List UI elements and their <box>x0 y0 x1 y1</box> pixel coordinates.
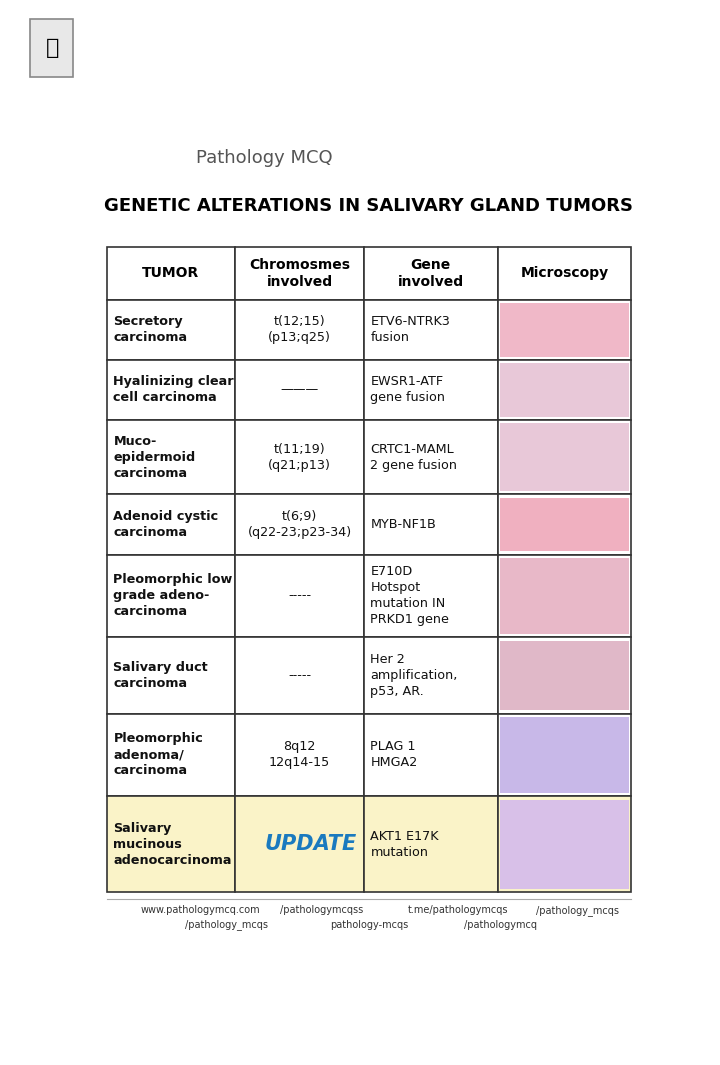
Text: Salivary duct
carcinoma: Salivary duct carcinoma <box>114 661 208 690</box>
Text: Pleomorphic
adenoma/
carcinoma: Pleomorphic adenoma/ carcinoma <box>114 733 203 777</box>
Text: EWSR1-ATF
gene fusion: EWSR1-ATF gene fusion <box>371 376 446 405</box>
Bar <box>364 360 498 420</box>
Bar <box>498 637 631 714</box>
Bar <box>107 420 235 494</box>
Text: /pathologymcq: /pathologymcq <box>464 920 537 930</box>
Bar <box>498 299 631 360</box>
Bar <box>500 304 629 357</box>
Bar <box>364 420 498 494</box>
Bar <box>498 360 631 420</box>
Bar <box>364 555 498 637</box>
Bar <box>500 423 629 491</box>
Bar <box>500 558 629 634</box>
Text: 🩺: 🩺 <box>45 38 59 58</box>
Text: Her 2
amplification,
p53, AR.: Her 2 amplification, p53, AR. <box>371 653 458 698</box>
Text: Muco-
epidermoid
carcinoma: Muco- epidermoid carcinoma <box>114 435 196 479</box>
Text: t(11;19)
(q21;p13): t(11;19) (q21;p13) <box>268 443 331 472</box>
Text: UPDATE: UPDATE <box>264 834 357 854</box>
Text: /pathology_mcqs: /pathology_mcqs <box>536 904 619 916</box>
Bar <box>107 360 235 420</box>
Bar <box>364 637 498 714</box>
Bar <box>498 420 631 494</box>
Text: ETV6-NTRK3
fusion: ETV6-NTRK3 fusion <box>371 315 450 344</box>
Bar <box>107 247 235 299</box>
Bar <box>500 363 629 416</box>
Bar <box>235 420 364 494</box>
Bar <box>235 299 364 360</box>
Text: -----: ----- <box>288 669 311 682</box>
Bar <box>235 797 364 892</box>
Bar <box>107 637 235 714</box>
Bar <box>498 555 631 637</box>
Text: MYB-NF1B: MYB-NF1B <box>371 518 436 531</box>
FancyBboxPatch shape <box>30 19 73 77</box>
Text: PLAG 1
HMGA2: PLAG 1 HMGA2 <box>371 740 418 770</box>
Bar <box>107 494 235 555</box>
Text: www.pathologymcq.com: www.pathologymcq.com <box>140 905 260 915</box>
Text: t(12;15)
(p13;q25): t(12;15) (p13;q25) <box>268 315 331 344</box>
Text: Pleomorphic low
grade adeno-
carcinoma: Pleomorphic low grade adeno- carcinoma <box>114 573 233 619</box>
Text: -----: ----- <box>288 589 311 603</box>
Bar <box>500 640 629 710</box>
Text: GENETIC ALTERATIONS IN SALIVARY GLAND TUMORS: GENETIC ALTERATIONS IN SALIVARY GLAND TU… <box>104 197 634 215</box>
Bar <box>364 247 498 299</box>
Bar <box>235 247 364 299</box>
Text: CRTC1-MAML
2 gene fusion: CRTC1-MAML 2 gene fusion <box>371 443 457 472</box>
Bar <box>498 494 631 555</box>
Bar <box>107 555 235 637</box>
Text: AKT1 E17K
mutation: AKT1 E17K mutation <box>371 830 439 858</box>
Text: t(6;9)
(q22-23;p23-34): t(6;9) (q22-23;p23-34) <box>248 510 351 539</box>
Bar <box>107 714 235 797</box>
Bar <box>235 637 364 714</box>
Bar <box>107 797 235 892</box>
Text: E710D
Hotspot
mutation IN
PRKD1 gene: E710D Hotspot mutation IN PRKD1 gene <box>371 566 449 626</box>
Text: t.me/pathologymcqs: t.me/pathologymcqs <box>408 905 508 915</box>
Text: Chromosmes
involved: Chromosmes involved <box>249 258 350 289</box>
Bar <box>500 717 629 793</box>
Bar <box>107 299 235 360</box>
Bar <box>235 360 364 420</box>
Bar <box>364 714 498 797</box>
Text: Salivary
mucinous
adenocarcinoma: Salivary mucinous adenocarcinoma <box>114 822 232 867</box>
Bar <box>498 714 631 797</box>
Text: Secretory
carcinoma: Secretory carcinoma <box>114 315 188 344</box>
Text: Adenoid cystic
carcinoma: Adenoid cystic carcinoma <box>114 510 219 539</box>
Text: Hyalinizing clear
cell carcinoma: Hyalinizing clear cell carcinoma <box>114 376 234 405</box>
Text: TUMOR: TUMOR <box>143 266 199 280</box>
Bar <box>500 497 629 552</box>
Bar <box>498 247 631 299</box>
Text: ———: ——— <box>280 383 319 396</box>
Bar <box>235 714 364 797</box>
Text: Pathology MCQ: Pathology MCQ <box>196 149 333 167</box>
Bar <box>364 299 498 360</box>
Text: /pathologymcqss: /pathologymcqss <box>280 905 363 915</box>
Bar <box>364 797 498 892</box>
Bar <box>498 797 631 892</box>
Text: 8q12
12q14-15: 8q12 12q14-15 <box>269 740 330 770</box>
Bar <box>364 494 498 555</box>
Text: pathology-mcqs: pathology-mcqs <box>330 920 408 930</box>
Text: Microscopy: Microscopy <box>521 266 608 280</box>
Bar <box>500 800 629 889</box>
Text: /pathology_mcqs: /pathology_mcqs <box>185 919 268 931</box>
Bar <box>235 555 364 637</box>
Text: Gene
involved: Gene involved <box>397 258 464 289</box>
Bar <box>235 494 364 555</box>
